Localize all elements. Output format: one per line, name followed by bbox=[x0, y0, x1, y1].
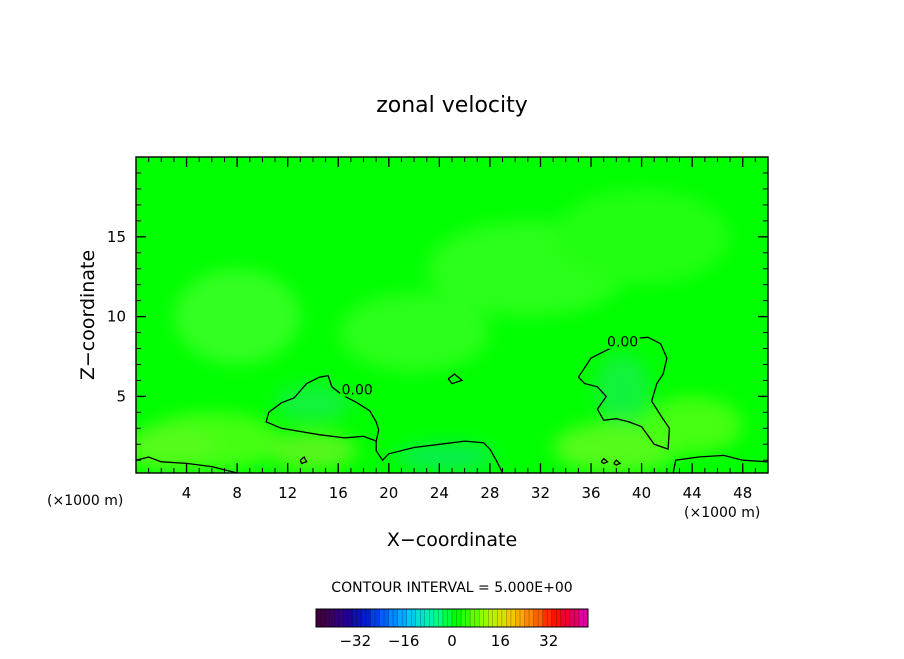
colorbar-swatch bbox=[388, 609, 399, 627]
colorbar-swatch bbox=[497, 609, 507, 627]
x-tick-label: 16 bbox=[329, 484, 348, 502]
x-tick-label: 48 bbox=[733, 484, 752, 502]
colorbar-frame bbox=[315, 608, 589, 628]
field-patch bbox=[173, 268, 301, 365]
zero-contour-line bbox=[613, 459, 622, 466]
x-tick-label: 40 bbox=[632, 484, 651, 502]
zero-contour-line bbox=[299, 455, 308, 465]
colorbar-swatch bbox=[560, 609, 571, 627]
colorbar-swatch bbox=[316, 609, 326, 627]
colorbar-tick-label: −32 bbox=[339, 632, 371, 650]
colorbar-tick-label: −16 bbox=[388, 632, 420, 650]
colorbar-swatch bbox=[424, 609, 435, 627]
colorbar-swatch bbox=[515, 609, 526, 627]
colorbar-tick-label: 16 bbox=[491, 632, 510, 650]
colorbar-swatch bbox=[442, 609, 453, 627]
colorbar-swatch bbox=[352, 609, 362, 627]
x-tick-label: 24 bbox=[430, 484, 449, 502]
contour-label: 0.00 bbox=[607, 335, 638, 351]
zero-contour-line bbox=[577, 336, 671, 450]
colorbar-swatch bbox=[488, 609, 498, 627]
field-patch bbox=[553, 188, 731, 285]
colorbar-swatch bbox=[452, 609, 462, 627]
colorbar-swatch bbox=[361, 609, 371, 627]
colorbar-swatch bbox=[506, 609, 516, 627]
colorbar-swatch bbox=[533, 609, 544, 627]
colorbar-swatch bbox=[479, 609, 489, 627]
x-tick-label: 28 bbox=[480, 484, 499, 502]
zero-contour-line bbox=[672, 454, 769, 474]
zero-contour-line bbox=[600, 457, 609, 465]
field-patch bbox=[275, 383, 351, 422]
contour-label-bg bbox=[605, 333, 640, 349]
contour-interval-label: CONTOUR INTERVAL = 5.000E+00 bbox=[331, 580, 572, 596]
chart-title: zonal velocity bbox=[376, 93, 528, 118]
colorbar-swatch bbox=[415, 609, 426, 627]
zero-contour-line bbox=[265, 412, 504, 474]
field-patch bbox=[395, 442, 497, 472]
colorbar-swatch bbox=[461, 609, 471, 627]
colorbar-swatch bbox=[379, 609, 390, 627]
colorbar-swatch bbox=[334, 609, 344, 627]
colorbar-tick-label: 0 bbox=[447, 632, 457, 650]
colorbar-swatch bbox=[551, 609, 562, 627]
x-tick-label: 12 bbox=[278, 484, 297, 502]
colorbar-swatch bbox=[370, 609, 380, 627]
x-tick-label: 4 bbox=[182, 484, 192, 502]
field-patch bbox=[136, 425, 212, 470]
colorbar-swatch bbox=[343, 609, 353, 627]
field-patch bbox=[268, 431, 358, 470]
x-tick-label: 8 bbox=[232, 484, 242, 502]
colorbar-tick-label: 32 bbox=[539, 632, 558, 650]
colorbar: −32 −16 0 16 32 bbox=[315, 608, 589, 650]
field-patch bbox=[594, 353, 651, 424]
x-tick-label: 32 bbox=[531, 484, 550, 502]
colorbar-swatch bbox=[470, 609, 480, 627]
contour-label-bg bbox=[340, 381, 375, 397]
zero-contour-line bbox=[268, 374, 380, 442]
y-axis-title: Z−coordinate bbox=[77, 250, 99, 380]
y-tick-label: 15 bbox=[107, 228, 126, 246]
y-tick-label: 5 bbox=[116, 387, 126, 405]
contour-label: 0.00 bbox=[342, 383, 373, 399]
colorbar-swatch bbox=[325, 609, 335, 627]
y-tick-label: 10 bbox=[107, 308, 126, 326]
x-unit-label-left: (×1000 m) bbox=[47, 493, 123, 509]
field-shading bbox=[136, 188, 743, 473]
x-axis-title: X−coordinate bbox=[387, 529, 517, 551]
colorbar-swatch bbox=[433, 609, 444, 627]
field-patch bbox=[641, 396, 743, 454]
x-tick-label: 36 bbox=[581, 484, 600, 502]
x-tick-label: 20 bbox=[379, 484, 398, 502]
colorbar-swatch bbox=[578, 609, 589, 627]
zero-contour-line bbox=[447, 373, 464, 385]
field-patch bbox=[338, 292, 490, 373]
colorbar-swatch bbox=[397, 609, 408, 627]
colorbar-swatch bbox=[542, 609, 553, 627]
x-unit-label-right: (×1000 m) bbox=[684, 505, 760, 521]
colorbar-swatch bbox=[569, 609, 580, 627]
colorbar-swatch bbox=[406, 609, 417, 627]
x-tick-label: 44 bbox=[683, 484, 702, 502]
colorbar-swatch bbox=[524, 609, 535, 627]
